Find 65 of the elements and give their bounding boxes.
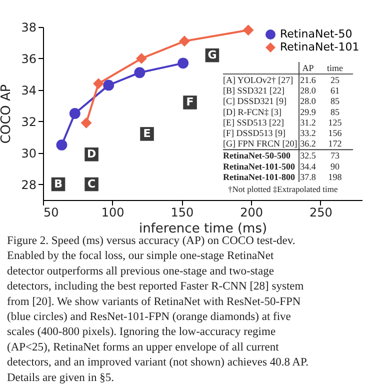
annotation: 29.9 bbox=[300, 106, 316, 117]
annotation: 73 bbox=[330, 150, 340, 161]
point bbox=[93, 78, 104, 90]
annotation: †Not plotted ‡Extrapolated time bbox=[228, 184, 338, 194]
y-axis-title: COCO AP bbox=[0, 84, 14, 144]
annotation: [C] DSSD321 [9] bbox=[223, 96, 287, 106]
point bbox=[56, 139, 68, 150]
annotation: RetinaNet-101-500 bbox=[223, 161, 296, 172]
x-axis-title: inference time (ms) bbox=[138, 222, 268, 236]
annotation: RetinaNet-50-500 bbox=[223, 150, 291, 161]
text: Figure 2. Speed (ms) versus accuracy (AP) on COCO test-dev. Enabled by the focal loss, our simple one-stage RetinaNet detector outperforms all previous one-stage and two-stage detectors, including the best reported Faster R-CNN [28] system from [20]. We show variants of RetinaNet with ResNet-50-FPN (blue circles) and ResNet-101-FPN (orange diamonds) at five scales (400-800 pixels). Ignoring the low-accuracy regime (AP<25), RetinaNet forms an upper envelope of all current detectors, and an improved variant (not shown) achieves 40.8 AP. Details are given in §5. bbox=[7, 235, 308, 384]
point bbox=[242, 24, 254, 36]
annotation: [D] R-FCN‡ [3] bbox=[223, 106, 282, 117]
annotation: 28.0 bbox=[300, 96, 316, 106]
annotation: 37.8 bbox=[300, 172, 316, 182]
annotation: [F] DSSD513 [9] bbox=[223, 128, 286, 138]
annotation: 21.6 bbox=[300, 75, 316, 85]
x-tick-label: 150 bbox=[170, 206, 194, 220]
annotation: time bbox=[327, 63, 343, 73]
y-tick-label: 38 bbox=[21, 20, 36, 34]
point bbox=[103, 80, 114, 91]
x-tick-label: 200 bbox=[240, 206, 263, 220]
annotation: [E] SSD513 [22] bbox=[223, 117, 284, 128]
annotation: 90 bbox=[330, 161, 340, 172]
annotation: 85 bbox=[330, 96, 340, 106]
annotation: 33.2 bbox=[300, 128, 316, 138]
annotation: G bbox=[208, 48, 217, 62]
y-tick-label: 36 bbox=[21, 52, 36, 66]
x-tick-label: 250 bbox=[309, 206, 332, 220]
annotation: 28.0 bbox=[300, 86, 316, 96]
legend-label: RetinaNet-50 bbox=[280, 28, 352, 40]
point bbox=[136, 52, 147, 64]
annotation: [G] FPN FRCN [20] bbox=[223, 138, 298, 149]
x-tick-label: 100 bbox=[101, 206, 124, 220]
annotation: 172 bbox=[328, 138, 342, 149]
point bbox=[80, 117, 92, 128]
annotation: F bbox=[186, 95, 194, 108]
annotation: 156 bbox=[328, 128, 342, 138]
annotation: 198 bbox=[328, 172, 342, 182]
y-tick-label: 28 bbox=[21, 178, 36, 192]
annotation: 31.2 bbox=[300, 117, 316, 128]
x-tick-label: 50 bbox=[44, 206, 59, 220]
annotation: 85 bbox=[330, 106, 340, 117]
annotation: 36.2 bbox=[300, 138, 316, 149]
annotation: 61 bbox=[330, 86, 340, 96]
y-tick-label: 32 bbox=[21, 114, 36, 129]
annotation: [A] YOLOv2† [27] bbox=[223, 75, 294, 85]
y-tick-label: 34 bbox=[21, 83, 36, 98]
point bbox=[69, 108, 80, 119]
annotation: D bbox=[86, 147, 96, 160]
point bbox=[178, 58, 189, 69]
annotation: AP bbox=[302, 63, 314, 73]
annotation: B bbox=[54, 177, 62, 190]
annotation: C bbox=[88, 177, 96, 190]
annotation: RetinaNet-101-800 bbox=[223, 172, 296, 182]
annotation: 125 bbox=[328, 117, 342, 128]
annotation: E bbox=[143, 126, 151, 140]
point bbox=[134, 67, 146, 78]
annotation: 34.4 bbox=[300, 161, 316, 172]
y-tick-label: 30 bbox=[21, 146, 36, 160]
legend-label: RetinaNet-101 bbox=[280, 40, 360, 54]
point bbox=[178, 36, 190, 47]
annotation: 25 bbox=[330, 75, 340, 85]
annotation: [B] SSD321 [22] bbox=[223, 86, 285, 96]
annotation: 32.5 bbox=[300, 150, 316, 161]
